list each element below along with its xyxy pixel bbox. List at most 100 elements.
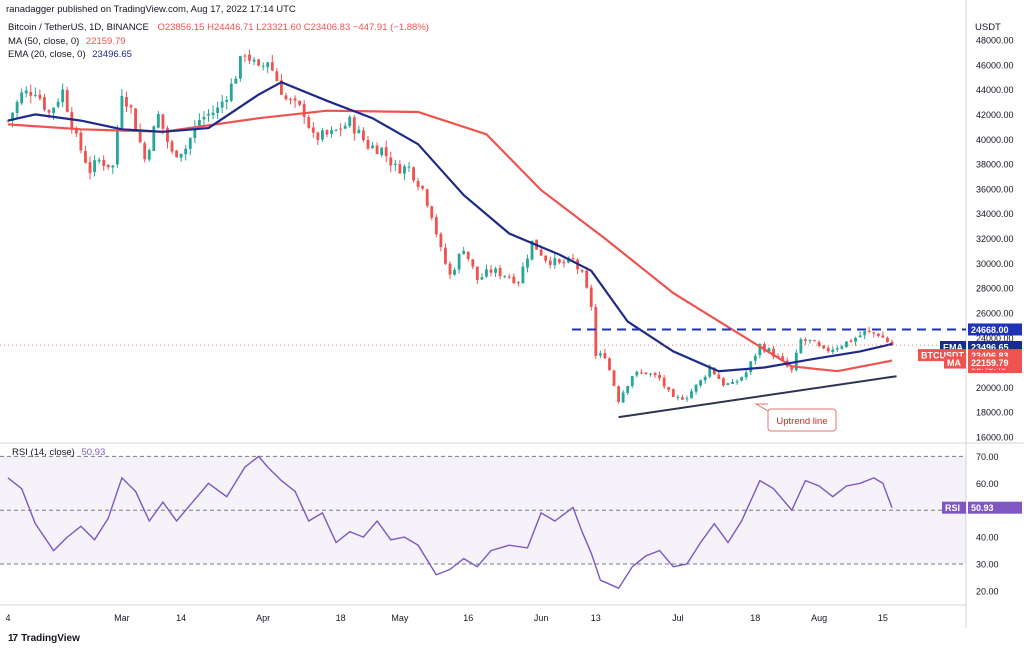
candle-body bbox=[111, 165, 115, 168]
candle-body bbox=[772, 348, 775, 357]
candle-body bbox=[279, 80, 283, 95]
rsi-value-tag-bg bbox=[968, 501, 1022, 514]
price-tick-label: 24000.00 bbox=[976, 333, 1014, 343]
uptrend-line bbox=[618, 375, 897, 419]
candle-body bbox=[503, 275, 507, 277]
candle-body bbox=[348, 116, 352, 127]
candle-body bbox=[175, 150, 179, 158]
candle-body bbox=[211, 112, 215, 116]
rsi-tick-label: 60.00 bbox=[976, 479, 999, 489]
candle-body bbox=[749, 361, 753, 373]
last-price-tag: 23406.83 bbox=[971, 351, 1009, 361]
candle-body bbox=[571, 258, 575, 260]
candle-body bbox=[589, 287, 593, 307]
rsi-axis-tag: RSI bbox=[945, 503, 960, 513]
candle-body bbox=[740, 377, 744, 381]
candle-body bbox=[822, 345, 826, 349]
candle-body bbox=[156, 114, 160, 128]
candle-body bbox=[302, 104, 306, 117]
time-tick-label: Aug bbox=[811, 613, 827, 623]
tradingview-logo[interactable]: 17 TradingView bbox=[8, 633, 80, 644]
ma-price-tag: 22159.79 bbox=[971, 358, 1009, 368]
candle-body bbox=[826, 347, 830, 352]
candle-body bbox=[512, 276, 516, 284]
candle-body bbox=[275, 71, 279, 82]
candle-body bbox=[29, 91, 33, 96]
candle-body bbox=[626, 385, 630, 393]
time-tick-label: 13 bbox=[591, 613, 601, 623]
candle-body bbox=[712, 367, 716, 375]
candle-body bbox=[238, 56, 242, 79]
ema-price-tag: 23496.65 bbox=[971, 342, 1009, 352]
candle-body bbox=[270, 62, 274, 71]
time-tick-label: 16 bbox=[463, 613, 473, 623]
symbol-title[interactable]: Bitcoin / TetherUS, 1D, BINANCE bbox=[8, 22, 149, 33]
candle-body bbox=[685, 398, 689, 400]
ma-legend[interactable]: MA (50, close, 0) 22159.79 bbox=[8, 36, 126, 47]
candle-body bbox=[125, 97, 128, 107]
candle-body bbox=[398, 164, 402, 174]
candle-body bbox=[371, 145, 374, 149]
candle-body bbox=[644, 372, 648, 375]
candle-body bbox=[649, 373, 652, 375]
candle-body bbox=[617, 386, 621, 402]
candle-body bbox=[758, 343, 762, 356]
candle-body bbox=[88, 162, 92, 173]
candle-body bbox=[876, 333, 880, 337]
candle-body bbox=[216, 107, 220, 114]
candle-body bbox=[56, 101, 60, 107]
rsi-axis-tag-bg bbox=[942, 501, 966, 514]
price-tick-label: 30000.00 bbox=[976, 259, 1014, 269]
candle-body bbox=[658, 374, 662, 379]
candle-body bbox=[15, 102, 19, 113]
candle-body bbox=[311, 127, 315, 133]
tradingview-logo-text: TradingView bbox=[21, 633, 80, 644]
candle-body bbox=[188, 138, 192, 149]
candle-body bbox=[97, 159, 101, 162]
candle-body bbox=[471, 259, 475, 267]
candle-body bbox=[817, 342, 821, 346]
candle-body bbox=[289, 99, 292, 101]
symbol-header: Bitcoin / TetherUS, 1D, BINANCE O23856.1… bbox=[8, 22, 429, 33]
candle-body bbox=[61, 89, 65, 103]
candle-body bbox=[717, 374, 721, 379]
price-tick-label: 20000.00 bbox=[976, 383, 1014, 393]
candle-body bbox=[325, 130, 329, 135]
candle-body bbox=[603, 352, 607, 359]
candle-body bbox=[384, 147, 388, 157]
candle-body bbox=[886, 337, 889, 343]
candle-body bbox=[621, 392, 625, 403]
candle-body bbox=[38, 94, 42, 99]
candle-body bbox=[403, 166, 406, 174]
candle-body bbox=[557, 259, 561, 263]
candle-body bbox=[475, 266, 479, 280]
candle-body bbox=[708, 367, 712, 377]
ema-axis-tag: EMA bbox=[943, 342, 964, 352]
candle-body bbox=[539, 249, 543, 256]
time-tick-label: Apr bbox=[256, 613, 270, 623]
rsi-legend[interactable]: RSI (14, close) 50.93 bbox=[12, 447, 105, 458]
candle-body bbox=[43, 97, 46, 110]
candle-body bbox=[357, 129, 361, 134]
candle-body bbox=[339, 128, 343, 130]
candle-body bbox=[457, 254, 461, 270]
candle-body bbox=[813, 340, 816, 342]
candle-body bbox=[197, 119, 201, 126]
candle-body bbox=[863, 331, 867, 336]
candle-body bbox=[147, 150, 151, 160]
rsi-legend-label: RSI (14, close) bbox=[12, 447, 75, 458]
candle-body bbox=[102, 159, 106, 166]
price-tick-label: 34000.00 bbox=[976, 209, 1014, 219]
ema-legend[interactable]: EMA (20, close, 0) 23496.65 bbox=[8, 49, 132, 60]
time-tick-label: 18 bbox=[750, 613, 760, 623]
price-tick-label: 28000.00 bbox=[976, 284, 1014, 294]
ma-price-tag-bg bbox=[968, 356, 1022, 369]
btcusdt-axis-tag: BTCUSDT bbox=[921, 351, 964, 361]
candle-body bbox=[79, 132, 83, 151]
time-tick-label: 18 bbox=[336, 613, 346, 623]
candle-body bbox=[393, 163, 397, 165]
candle-body bbox=[448, 263, 452, 275]
candle-body bbox=[840, 346, 844, 349]
rsi-tick-label: 40.00 bbox=[976, 533, 999, 543]
